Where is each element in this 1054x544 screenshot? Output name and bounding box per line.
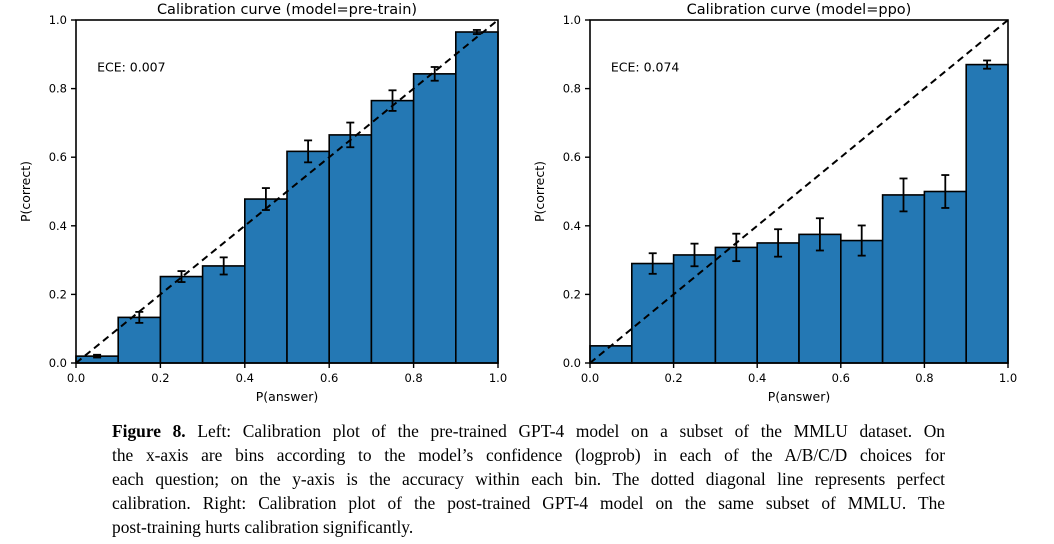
y-tick-label: 0.6 — [49, 150, 67, 164]
calibration-chart-pretrain: 0.0 0.2 0.4 0.6 0.8 1.0 0.0 0.2 0.4 0.6 0.8 1.0 Cali… — [0, 0, 527, 415]
histogram-bar — [631, 262, 675, 364]
x-tick-label: 0.4 — [748, 371, 766, 385]
x-tick-label: 1.0 — [489, 371, 507, 385]
figure-caption: Figure 8. Left: Calibration plot of the … — [112, 420, 945, 540]
error-bar — [899, 177, 908, 213]
y-tick-label: 0.8 — [563, 82, 581, 96]
histogram-bar — [244, 198, 288, 364]
x-tick-label: 0.2 — [151, 371, 169, 385]
y-tick-label: 0.4 — [49, 219, 67, 233]
y-tick-label: 0.8 — [49, 82, 67, 96]
histogram-bar — [286, 150, 331, 364]
chart-title: Calibration curve (model=ppo) — [687, 2, 912, 18]
y-tick-label: 0.2 — [563, 287, 581, 301]
histogram-bar — [714, 246, 758, 364]
histogram-bar — [923, 190, 967, 364]
histogram-bar — [589, 345, 633, 364]
histogram-bar — [798, 233, 842, 364]
error-bar — [648, 252, 657, 275]
plot-frame — [589, 19, 1009, 364]
x-tick-label: 0.8 — [404, 371, 422, 385]
caption-label: Figure 8. — [112, 421, 186, 441]
histogram-bar — [839, 239, 884, 364]
error-bar — [346, 121, 355, 149]
caption-line: Figure 8. Left: Calibration plot of the … — [112, 420, 945, 444]
y-axis-label: P(correct) — [532, 161, 547, 222]
perfect-calibration-line — [589, 19, 1009, 364]
y-tick-label: 1.0 — [563, 13, 581, 27]
y-tick-label: 0.0 — [49, 356, 67, 370]
error-bar — [135, 310, 144, 324]
error-bar — [304, 139, 313, 164]
histogram-bar — [328, 134, 373, 364]
error-bar — [430, 66, 439, 82]
caption-line: each question; on the y-axis is the accu… — [112, 468, 945, 489]
histogram-bar — [454, 31, 499, 364]
y-axis-label: P(correct) — [18, 161, 33, 222]
error-bar — [472, 29, 481, 35]
histogram-bar — [965, 63, 1009, 364]
error-bar — [774, 228, 783, 258]
y-tick-label: 0.4 — [563, 219, 581, 233]
histogram-bar — [672, 254, 717, 364]
x-tick-label: 0.0 — [67, 371, 85, 385]
x-tick-label: 0.4 — [236, 371, 254, 385]
error-bar — [261, 187, 270, 211]
plot-frame — [75, 19, 499, 364]
error-bar — [941, 174, 950, 209]
error-bar — [690, 242, 699, 268]
chart-canvas: 0.0 0.2 0.4 0.6 0.8 1.0 0.0 0.2 0.4 0.6 0.8 1.0 Cali… — [18, 2, 507, 404]
chart-title: Calibration curve (model=pre-train) — [157, 2, 417, 18]
x-tick-label: 0.0 — [581, 371, 599, 385]
ece-annotation: ECE: 0.074 — [611, 59, 680, 74]
error-bar — [857, 224, 866, 257]
error-bar — [983, 59, 992, 70]
caption-line: the x-axis are bins according to the mod… — [112, 444, 945, 465]
error-bar — [732, 232, 741, 263]
x-tick-label: 0.8 — [915, 371, 933, 385]
y-tick-label: 0.0 — [563, 356, 581, 370]
x-tick-label: 0.6 — [320, 371, 338, 385]
y-tick-label: 0.2 — [49, 287, 67, 301]
y-tick-label: 0.6 — [563, 150, 581, 164]
error-bar — [93, 353, 102, 359]
caption-line: calibration. Right: Calibration plot of … — [112, 492, 945, 513]
perfect-calibration-line — [75, 19, 499, 364]
histogram-bar — [756, 242, 800, 364]
x-axis-label: P(answer) — [768, 389, 830, 404]
x-tick-label: 1.0 — [999, 371, 1017, 385]
error-bar — [815, 217, 824, 252]
y-tick-label: 1.0 — [49, 13, 67, 27]
calibration-chart-ppo: 0.0 0.2 0.4 0.6 0.8 1.0 0.0 0.2 0.4 0.6 0.8 1.0 Cali… — [527, 0, 1054, 415]
ece-annotation: ECE: 0.007 — [97, 59, 166, 74]
error-bar — [219, 256, 228, 276]
error-bar — [177, 270, 186, 283]
x-tick-label: 0.6 — [832, 371, 850, 385]
histogram-bar — [370, 99, 415, 364]
error-bar — [388, 89, 397, 112]
histogram-bar — [412, 73, 457, 364]
chart-canvas: 0.0 0.2 0.4 0.6 0.8 1.0 0.0 0.2 0.4 0.6 0.8 1.0 Cali… — [532, 2, 1017, 404]
x-tick-label: 0.2 — [664, 371, 682, 385]
caption-text: Left: Calibration plot of the pre-traine… — [185, 421, 946, 441]
histogram-bar — [201, 265, 246, 364]
histogram-bar — [881, 194, 926, 364]
x-axis-label: P(answer) — [256, 389, 318, 404]
caption-line: post-training hurts calibration signific… — [112, 516, 414, 537]
